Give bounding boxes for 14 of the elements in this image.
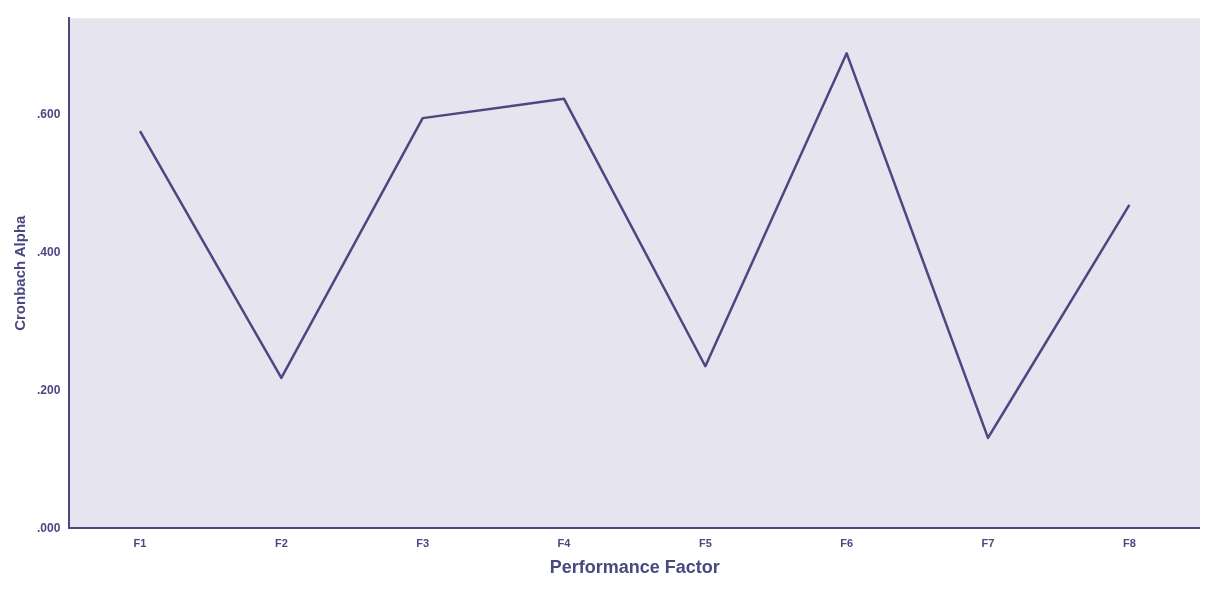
y-tick-label: .200	[37, 382, 61, 397]
x-tick-label: F1	[133, 536, 147, 549]
y-tick-label: .400	[37, 244, 61, 259]
x-tick-label: F4	[557, 536, 572, 549]
x-tick-label: F5	[698, 536, 712, 549]
x-tick-label: F6	[840, 536, 854, 549]
x-tick-label: F3	[416, 536, 430, 549]
x-tick-label: F7	[981, 536, 995, 549]
x-axis-title: Performance Factor	[549, 557, 720, 578]
y-axis-title: Cronbach Alpha	[11, 214, 29, 331]
y-tick-label: .000	[37, 520, 61, 535]
x-tick-label: F8	[1122, 536, 1136, 549]
y-tick-label: .600	[37, 107, 61, 121]
x-tick-label: F2	[274, 536, 288, 549]
